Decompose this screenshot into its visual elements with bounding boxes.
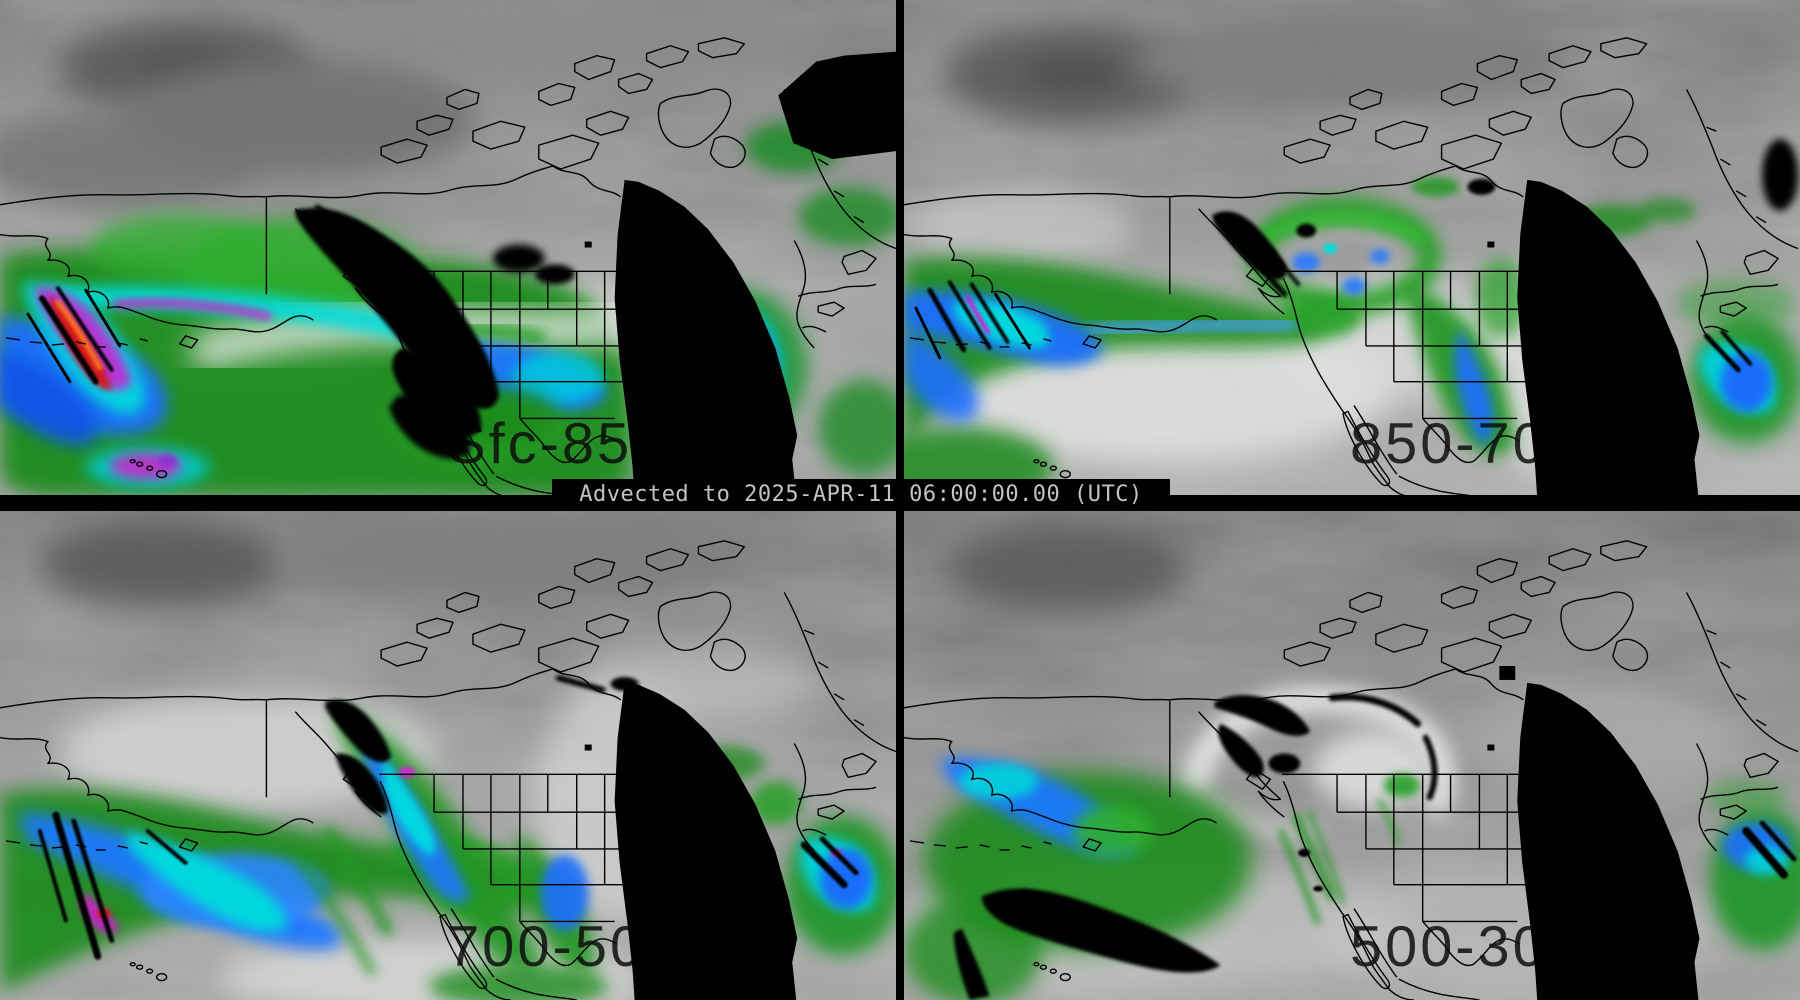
no-data-wedge: [614, 179, 798, 497]
sfc-850-map-imagery: Sfc-85: [0, 0, 898, 497]
panel-sfc-850: Sfc-85: [0, 0, 898, 497]
panel-label: 850-70: [1350, 412, 1548, 476]
no-data-wedge: [614, 682, 798, 1000]
panel-500-300: 500-30: [904, 503, 1800, 1000]
panel-label: 500-30: [1350, 915, 1548, 979]
panel-700-500: 700-50: [0, 503, 898, 1000]
coastlines-borders-layer: [0, 540, 897, 1000]
satellite-imagery-layer: [0, 0, 898, 497]
timestamp-band: Advected to 2025-APR-11 06:00:00.00 (UTC…: [552, 479, 1170, 509]
850-700-map-imagery: 850-70: [904, 0, 1800, 497]
no-data-wedge: [1517, 179, 1700, 497]
satellite-imagery-layer: [904, 0, 1800, 497]
500-300-map-imagery: 500-30: [904, 503, 1800, 1000]
coastlines-borders-layer: [904, 37, 1799, 497]
missing-data-overlay: [1212, 139, 1799, 497]
missing-data-overlay: [953, 666, 1797, 1000]
700-500-map-imagery: 700-50: [0, 503, 898, 1000]
missing-data-overlay: [295, 51, 897, 497]
coastlines-borders-layer: [904, 540, 1799, 1000]
panel-850-700: 850-70: [904, 0, 1800, 497]
missing-data-overlay: [325, 674, 859, 1000]
advected-timestamp: Advected to 2025-APR-11 06:00:00.00 (UTC…: [579, 481, 1143, 507]
no-data-wedge: [1517, 682, 1700, 1000]
panel-label: 700-50: [447, 915, 645, 979]
